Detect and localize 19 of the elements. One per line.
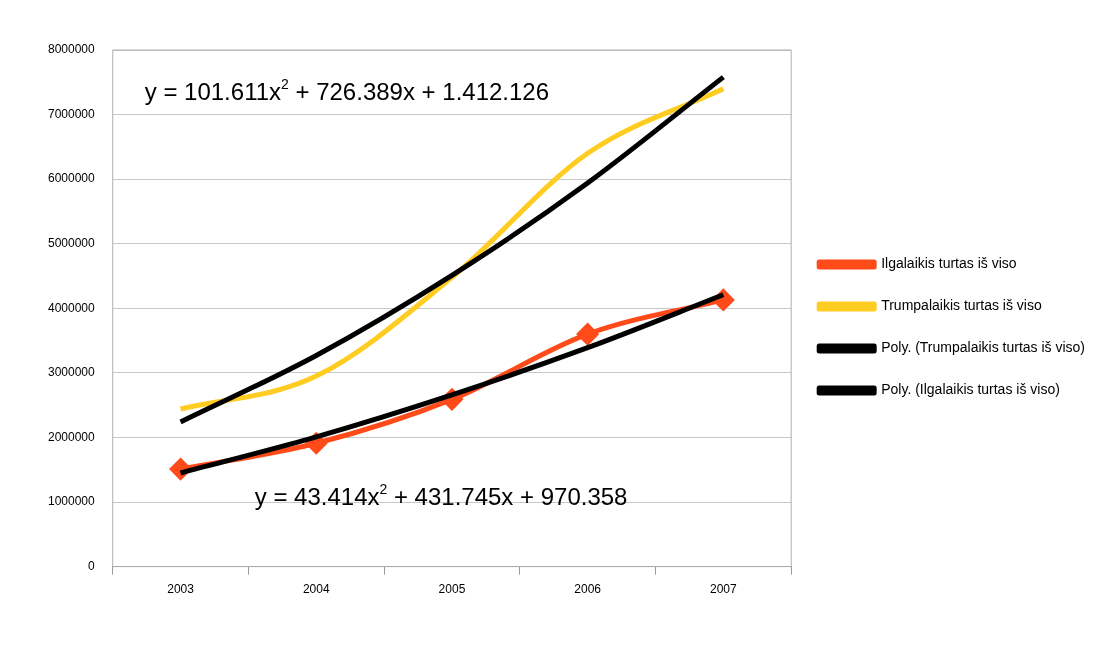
point <box>577 323 599 345</box>
legend-label: Poly. (Ilgalaikis turtas iš viso) <box>881 381 1060 398</box>
x-tick-label: 2006 <box>574 582 602 597</box>
x-tick-label: 2007 <box>709 582 737 597</box>
x-tick-label: 2005 <box>438 582 466 597</box>
y-tick-label: 8000000 <box>48 42 96 57</box>
y-tick-label: 0 <box>88 558 96 573</box>
y-tick-label: 3000000 <box>48 365 96 380</box>
y-tick-label: 1000000 <box>48 494 96 509</box>
y-tick-label: 4000000 <box>48 300 96 315</box>
y-tick-label: 2000000 <box>48 429 96 444</box>
y-tick-label: 5000000 <box>48 236 96 251</box>
y-tick-label: 7000000 <box>48 106 96 121</box>
legend-label: Poly. (Trumpalaikis turtas iš viso) <box>881 339 1086 356</box>
y-tick-label: 6000000 <box>48 171 96 186</box>
legend-label: Ilgalaikis turtas iš viso <box>881 255 1017 272</box>
x-tick-label: 2004 <box>302 582 330 597</box>
legend-label: Trumpalaikis turtas iš viso <box>881 297 1042 314</box>
x-tick-label: 2003 <box>167 582 195 597</box>
